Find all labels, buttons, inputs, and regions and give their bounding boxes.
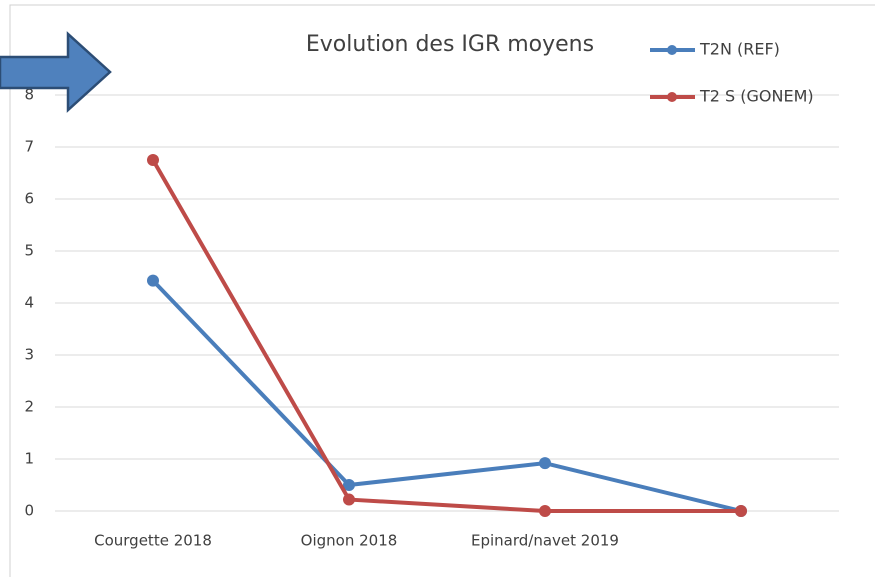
chart-title: Evolution des IGR moyens bbox=[306, 32, 594, 57]
legend-marker bbox=[667, 45, 677, 55]
legend-marker bbox=[667, 92, 677, 102]
data-point bbox=[539, 457, 551, 470]
x-tick-label: Oignon 2018 bbox=[301, 532, 398, 550]
data-point bbox=[147, 274, 159, 287]
x-tick-label: Epinard/navet 2019 bbox=[471, 532, 619, 550]
y-tick-label: 3 bbox=[24, 346, 34, 364]
y-tick-label: 8 bbox=[24, 86, 34, 104]
series-line bbox=[151, 159, 741, 513]
chart-frame bbox=[9, 4, 875, 577]
y-tick-label: 1 bbox=[24, 450, 34, 468]
data-point bbox=[147, 154, 159, 166]
y-tick-label: 2 bbox=[24, 398, 34, 416]
y-tick-label: 0 bbox=[24, 502, 34, 520]
data-point bbox=[539, 505, 551, 517]
series-line bbox=[151, 279, 742, 513]
y-tick-label: 6 bbox=[24, 190, 34, 208]
legend-label: T2N (REF) bbox=[699, 40, 780, 59]
y-tick-label: 7 bbox=[24, 138, 34, 156]
legend-label: T2 S (GONEM) bbox=[699, 87, 814, 106]
y-tick-label: 4 bbox=[24, 294, 34, 312]
x-tick-label: Courgette 2018 bbox=[94, 532, 212, 550]
arrow-overlay bbox=[0, 31, 112, 113]
plot-area: 0 1 2 3 4 5 6 7 8 Courgette 2018 Oignon 2018 Epinar… bbox=[24, 40, 839, 550]
data-point bbox=[343, 493, 355, 506]
data-point bbox=[343, 479, 355, 491]
y-tick-label: 5 bbox=[24, 242, 34, 260]
data-point bbox=[735, 505, 747, 517]
